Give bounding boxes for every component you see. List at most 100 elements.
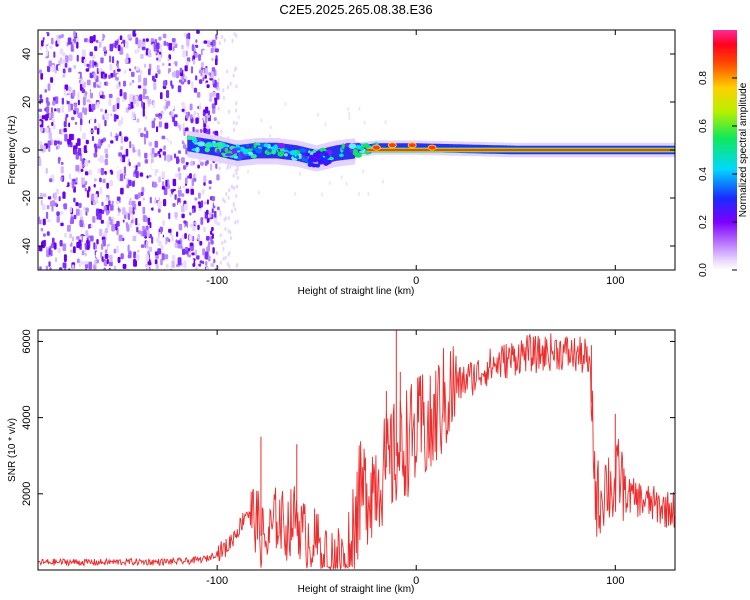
- noise-cell: [63, 121, 67, 128]
- noise-cell: [206, 84, 210, 89]
- noise-cell: [188, 92, 192, 99]
- noise-cell: [45, 246, 50, 250]
- snr-ylabel: SNR (10 * v/v): [7, 418, 18, 482]
- noise-cell: [186, 189, 189, 194]
- noise-cell: [229, 236, 232, 240]
- noise-cell: [74, 94, 78, 103]
- noise-cell: [205, 261, 208, 266]
- noise-cell: [145, 241, 149, 249]
- noise-cell: [44, 39, 49, 45]
- noise-cell: [158, 176, 161, 183]
- noise-cell: [142, 225, 145, 231]
- noise-cell: [45, 106, 50, 113]
- noise-cell: [200, 62, 204, 68]
- noise-cell: [177, 257, 182, 266]
- noise-cell: [175, 173, 179, 178]
- noise-cell: [197, 100, 200, 105]
- noise-cell: [212, 247, 215, 254]
- noise-cell: [321, 192, 324, 197]
- noise-cell: [42, 193, 47, 198]
- noise-cell: [202, 76, 205, 82]
- noise-cell: [164, 155, 167, 161]
- noise-cell: [144, 95, 149, 100]
- noise-cell: [72, 181, 75, 190]
- noise-cell: [205, 35, 209, 41]
- noise-cell: [135, 66, 139, 71]
- noise-cell: [110, 113, 113, 117]
- noise-cell: [80, 118, 83, 126]
- signal-blotch: [255, 148, 263, 154]
- noise-cell: [229, 230, 232, 235]
- noise-cell: [169, 193, 172, 197]
- noise-cell: [168, 212, 171, 220]
- spectrogram-ticks: -100 0 100 -40 -20 0 20 40: [21, 30, 675, 287]
- noise-cell: [109, 254, 113, 263]
- noise-cell: [124, 69, 127, 74]
- noise-cell: [206, 40, 211, 48]
- noise-cell: [47, 140, 52, 146]
- noise-cell: [269, 133, 271, 138]
- noise-cell: [227, 195, 230, 200]
- noise-cell: [50, 77, 54, 83]
- noise-cell: [39, 69, 42, 74]
- noise-cell: [183, 260, 187, 269]
- noise-cell: [148, 261, 152, 266]
- noise-cell: [47, 83, 51, 91]
- noise-cell: [236, 167, 239, 172]
- noise-cell: [44, 127, 49, 133]
- noise-cell: [99, 108, 103, 112]
- noise-cell: [177, 189, 182, 197]
- noise-cell: [154, 39, 158, 44]
- noise-cell: [179, 124, 182, 131]
- noise-cell: [172, 254, 176, 261]
- y-tick-label: 0: [21, 147, 33, 153]
- noise-cell: [58, 35, 62, 39]
- noise-cell: [109, 63, 113, 71]
- noise-cell: [340, 175, 343, 180]
- noise-cell: [92, 60, 95, 68]
- noise-cell: [101, 201, 104, 207]
- noise-cell: [186, 267, 190, 270]
- noise-cell: [199, 240, 203, 246]
- noise-cell: [113, 248, 117, 254]
- signal-blotch: [277, 142, 286, 149]
- noise-cell: [72, 89, 76, 97]
- y-tick-label: 20: [21, 96, 33, 108]
- noise-cell: [293, 191, 296, 196]
- noise-cell: [155, 73, 158, 79]
- noise-cell: [95, 259, 99, 264]
- noise-cell: [41, 204, 46, 210]
- noise-cell: [118, 120, 122, 127]
- noise-cell: [56, 211, 60, 216]
- noise-cell: [63, 254, 67, 262]
- noise-cell: [203, 182, 206, 186]
- noise-cell: [53, 140, 58, 146]
- noise-cell: [107, 143, 111, 148]
- noise-cell: [98, 213, 102, 221]
- noise-cell: [159, 226, 163, 233]
- noise-cell: [177, 150, 181, 154]
- noise-cell: [85, 180, 88, 186]
- noise-cell: [79, 65, 82, 74]
- noise-cell: [178, 172, 182, 181]
- noise-cell: [108, 268, 112, 270]
- noise-cell: [92, 223, 96, 228]
- noise-cell: [202, 226, 206, 233]
- noise-cell: [153, 203, 156, 212]
- noise-cell: [211, 208, 214, 214]
- noise-cell: [81, 88, 86, 94]
- noise-cell: [210, 230, 213, 235]
- noise-cell: [205, 251, 209, 260]
- noise-cell: [223, 38, 226, 43]
- noise-cell: [88, 150, 92, 154]
- signal-blotch: [225, 153, 233, 157]
- noise-cell: [142, 91, 145, 100]
- noise-cell: [208, 186, 212, 190]
- noise-cell: [138, 201, 142, 207]
- noise-cell: [46, 231, 50, 236]
- noise-cell: [187, 32, 191, 40]
- noise-cell: [90, 224, 93, 228]
- noise-cell: [260, 118, 263, 123]
- noise-cell: [97, 168, 101, 174]
